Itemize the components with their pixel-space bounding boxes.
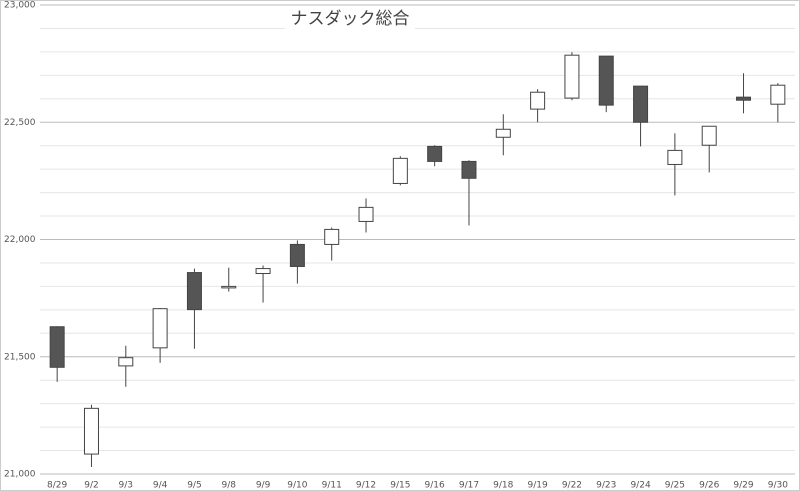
x-tick-label: 9/24: [630, 481, 650, 491]
x-tick-label: 9/26: [699, 481, 719, 491]
x-tick-label: 9/23: [596, 481, 616, 491]
candle-body: [49, 326, 65, 368]
candle-body: [564, 54, 580, 99]
candle-body: [186, 272, 202, 311]
x-tick-label: 9/8: [222, 481, 237, 491]
candle-body: [530, 91, 546, 110]
candle-body: [701, 125, 717, 146]
x-tick-label: 9/5: [187, 481, 201, 491]
x-tick-label: 9/9: [256, 481, 271, 491]
candle-body: [461, 160, 477, 179]
candle-body: [358, 206, 374, 222]
candle-body: [736, 96, 752, 101]
y-tick-label: 21,500: [4, 352, 36, 362]
x-tick-label: 9/29: [733, 481, 753, 491]
chart-title: ナスダック総合: [291, 9, 410, 29]
x-tick-label: 9/12: [356, 481, 376, 491]
x-tick-label: 9/3: [119, 481, 133, 491]
candle-body: [289, 243, 305, 267]
candle-body: [495, 128, 511, 138]
candle-body: [598, 55, 614, 106]
y-tick-label: 23,000: [4, 1, 36, 11]
x-tick-label: 9/18: [493, 481, 513, 491]
x-tick-label: 8/29: [47, 481, 67, 491]
candle-body: [83, 407, 99, 455]
candle-body: [770, 84, 786, 105]
x-tick-label: 9/16: [425, 481, 445, 491]
x-tick-label: 9/17: [459, 481, 479, 491]
x-tick-label: 9/30: [768, 481, 788, 491]
candle-body: [221, 285, 237, 289]
x-tick-label: 9/19: [528, 481, 548, 491]
title-bg: [285, 7, 415, 31]
candle-body: [667, 149, 683, 165]
y-tick-label: 22,000: [4, 235, 36, 245]
candle-body: [392, 157, 408, 184]
candle-body: [152, 308, 168, 349]
candle-body: [427, 145, 443, 162]
candles: 8/29 9/2 9/3 9/4 9/5 9/8 9/9 9/10 9/11 9/12 9/15 9/…: [47, 52, 788, 491]
x-tick-label: 9/10: [287, 481, 307, 491]
candle-body: [118, 357, 134, 367]
x-tick-label: 9/15: [390, 481, 410, 491]
y-tick-label: 21,000: [4, 470, 36, 480]
x-tick-label: 9/11: [322, 481, 342, 491]
x-tick-label: 9/25: [665, 481, 685, 491]
x-tick-label: 9/2: [84, 481, 98, 491]
candle-body: [633, 85, 649, 123]
y-tick-label: 22,500: [4, 118, 36, 128]
x-tick-label: 9/22: [562, 481, 582, 491]
x-tick-label: 9/4: [153, 481, 168, 491]
candle-body: [324, 228, 340, 245]
candle-body: [255, 268, 271, 275]
